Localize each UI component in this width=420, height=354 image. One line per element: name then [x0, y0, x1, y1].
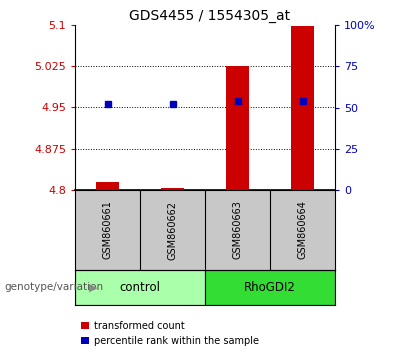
Bar — [205, 270, 335, 305]
Text: RhoGDI2: RhoGDI2 — [244, 281, 296, 294]
Legend: transformed count, percentile rank within the sample: transformed count, percentile rank withi… — [81, 321, 259, 346]
Text: control: control — [120, 281, 160, 294]
Text: ▶: ▶ — [89, 282, 98, 292]
Bar — [161, 188, 184, 190]
Text: genotype/variation: genotype/variation — [4, 282, 103, 292]
Text: GSM860661: GSM860661 — [102, 201, 113, 259]
Bar — [96, 182, 119, 190]
Text: GSM860663: GSM860663 — [233, 201, 242, 259]
Text: GSM860664: GSM860664 — [297, 201, 307, 259]
Text: GSM860662: GSM860662 — [168, 200, 178, 259]
Bar — [226, 66, 249, 190]
Bar — [291, 26, 314, 190]
Bar — [75, 270, 205, 305]
Text: GDS4455 / 1554305_at: GDS4455 / 1554305_at — [129, 9, 291, 23]
